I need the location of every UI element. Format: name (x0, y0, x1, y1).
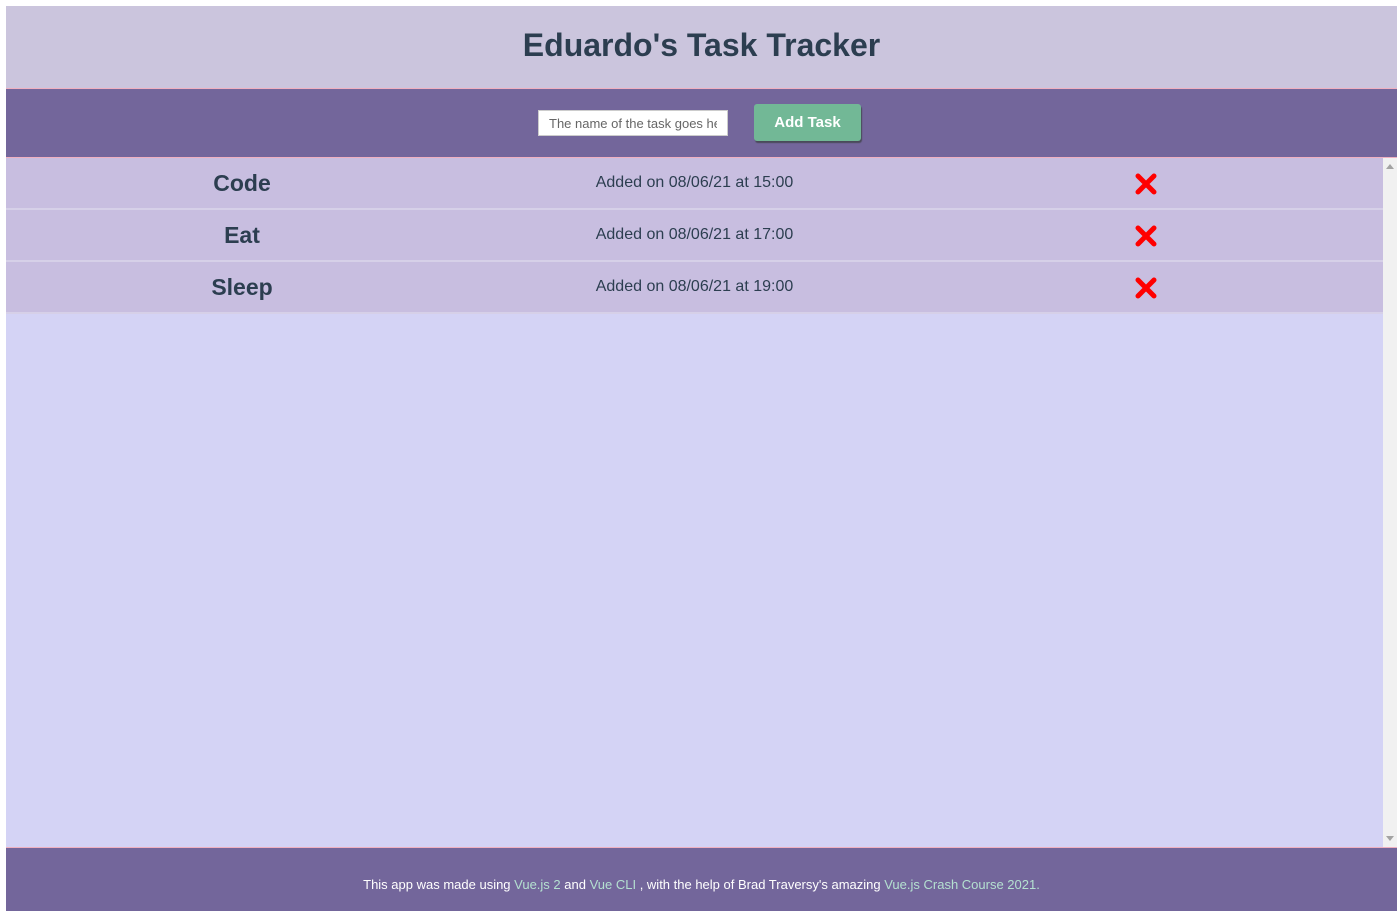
delete-task-x-mark-icon[interactable] (1134, 276, 1158, 300)
header: Eduardo's Task Tracker (6, 6, 1397, 89)
task-row[interactable]: Code Added on 08/06/21 at 15:00 (6, 158, 1383, 210)
app: Eduardo's Task Tracker Add Task Code Add… (6, 6, 1397, 913)
footer-text-4: . (1036, 877, 1040, 892)
task-row[interactable]: Eat Added on 08/06/21 at 17:00 (6, 210, 1383, 262)
scroll-down-arrow-icon[interactable] (1386, 836, 1394, 841)
task-name: Eat (224, 221, 260, 248)
task-name: Sleep (211, 273, 273, 300)
task-row[interactable]: Sleep Added on 08/06/21 at 19:00 (6, 262, 1383, 314)
task-date: Added on 08/06/21 at 19:00 (595, 278, 794, 295)
task-list: Code Added on 08/06/21 at 15:00 Eat Adde… (6, 158, 1397, 847)
footer-text-3: , with the help of Brad Traversy's amazi… (636, 877, 885, 892)
scrollbar[interactable] (1383, 158, 1397, 847)
add-task-button[interactable]: Add Task (754, 103, 861, 141)
delete-task-x-mark-icon[interactable] (1134, 172, 1158, 196)
footer: This app was made using Vue.js 2 and Vue… (6, 847, 1397, 911)
vue-cli-link[interactable]: Vue CLI (589, 877, 637, 892)
task-name: Code (213, 169, 271, 196)
vuejs-link[interactable]: Vue.js 2 (514, 877, 561, 892)
footer-text-2: and (560, 877, 590, 892)
footer-text-1: This app was made using (363, 877, 515, 892)
delete-task-x-mark-icon[interactable] (1134, 224, 1158, 248)
task-date: Added on 08/06/21 at 17:00 (595, 226, 794, 243)
page-title: Eduardo's Task Tracker (522, 26, 881, 63)
task-date: Added on 08/06/21 at 15:00 (595, 174, 794, 191)
add-task-bar: Add Task (6, 89, 1397, 158)
scroll-up-arrow-icon[interactable] (1386, 164, 1394, 169)
crash-course-link[interactable]: Vue.js Crash Course 2021 (884, 877, 1037, 892)
footer-text: This app was made using Vue.js 2 and Vue… (363, 877, 1040, 892)
task-name-input[interactable] (538, 110, 728, 136)
